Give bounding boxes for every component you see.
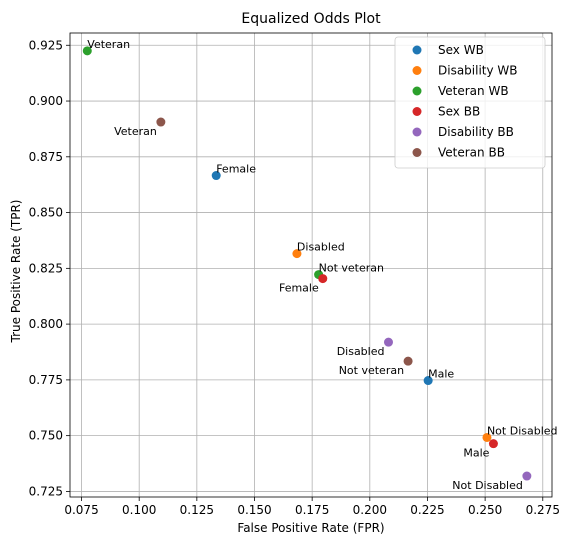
- x-tick-label: 0.200: [353, 503, 387, 517]
- legend-marker: [412, 127, 422, 137]
- legend-entry: Sex WB: [438, 43, 484, 57]
- scatter-point: [522, 471, 532, 481]
- plot-frame: [69, 32, 553, 498]
- point-labels: Female Male Disabled Not Disabled Veteran Not…: [87, 38, 557, 492]
- point-label: Male: [463, 447, 489, 460]
- scatter-point: [318, 274, 328, 284]
- legend-marker: [412, 66, 422, 75]
- point-label: Veteran: [87, 38, 130, 51]
- chart-title: Equalized Odds Plot: [241, 11, 381, 27]
- legend-entry: Sex BB: [438, 105, 480, 119]
- legend: Sex WB Disability WB Veteran WB Sex BB Disab…: [394, 36, 546, 169]
- scatter-point: [423, 376, 433, 386]
- scatter-point: [403, 356, 413, 366]
- legend-entry: Veteran BB: [438, 146, 505, 160]
- legend-box: [394, 36, 546, 169]
- scatter-point: [211, 171, 221, 181]
- y-tick-label: 0.800: [29, 317, 63, 331]
- legend-marker: [412, 45, 422, 55]
- y-tick-label: 0.750: [29, 429, 63, 443]
- x-axis-ticks: 0.075 0.100 0.125 0.150 0.175 0.200 0.225 0.250…: [64, 497, 560, 517]
- x-tick-label: 0.175: [295, 503, 329, 517]
- legend-entry: Veteran WB: [438, 84, 509, 98]
- y-tick-label: 0.825: [29, 261, 63, 275]
- point-label: Veteran: [114, 125, 157, 138]
- y-tick-label: 0.900: [29, 94, 63, 108]
- scatter-point: [482, 432, 492, 442]
- x-tick-label: 0.100: [122, 503, 156, 517]
- x-tick-label: 0.225: [410, 503, 444, 517]
- scatter-point: [82, 46, 92, 56]
- point-label: Female: [279, 282, 319, 295]
- legend-entry: Disability BB: [438, 125, 514, 139]
- y-tick-label: 0.925: [29, 38, 63, 52]
- point-label: Not veteran: [319, 262, 384, 275]
- point-label: Not Disabled: [487, 424, 558, 437]
- point-label: Disabled: [337, 345, 385, 358]
- scatter-point: [488, 439, 498, 449]
- y-tick-label: 0.775: [29, 373, 63, 387]
- legend-entry: Disability WB: [438, 64, 518, 78]
- point-label: Not veteran: [339, 364, 404, 377]
- y-axis-label: True Positive Rate (TPR): [9, 200, 23, 344]
- x-tick-label: 0.075: [64, 503, 98, 517]
- y-tick-label: 0.725: [29, 484, 63, 498]
- data-points: [82, 46, 532, 481]
- x-tick-label: 0.150: [237, 503, 271, 517]
- legend-marker: [412, 148, 422, 157]
- x-tick-label: 0.275: [526, 503, 560, 517]
- scatter-point: [383, 337, 393, 347]
- legend-marker: [412, 107, 422, 116]
- point-label: Not Disabled: [452, 479, 523, 492]
- y-tick-label: 0.850: [29, 206, 63, 220]
- legend-marker: [412, 86, 422, 96]
- x-axis-label: False Positive Rate (FPR): [237, 521, 384, 535]
- point-label: Female: [216, 163, 256, 176]
- point-label: Male: [428, 368, 454, 381]
- y-axis-ticks: 0.725 0.750 0.775 0.800 0.825 0.850 0.875 0.900…: [29, 38, 70, 498]
- x-tick-label: 0.125: [180, 503, 214, 517]
- scatter-point: [156, 117, 166, 127]
- x-tick-label: 0.250: [468, 503, 502, 517]
- y-tick-label: 0.875: [29, 150, 63, 164]
- point-label: Disabled: [297, 241, 345, 254]
- scatter-point: [292, 249, 302, 259]
